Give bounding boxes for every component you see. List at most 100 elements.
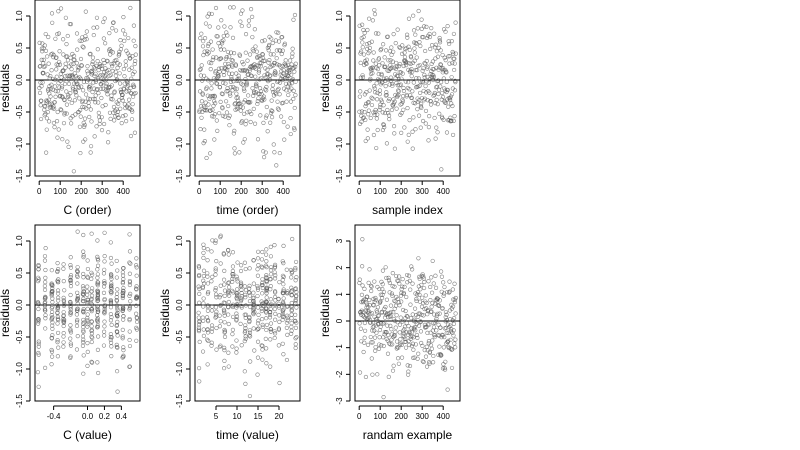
data-point (90, 55, 96, 60)
data-point (235, 105, 240, 110)
data-point (242, 260, 247, 265)
data-point (388, 313, 393, 319)
data-point (81, 139, 86, 144)
x-tick-label: 400 (117, 187, 131, 196)
data-point (61, 266, 66, 271)
data-point (88, 107, 93, 112)
data-point (368, 76, 373, 81)
data-point (375, 112, 380, 117)
data-point (372, 335, 378, 340)
data-point (256, 312, 261, 317)
data-point (46, 97, 51, 102)
data-point (417, 63, 422, 68)
data-point (410, 89, 415, 94)
data-point (394, 106, 399, 111)
data-point (404, 294, 409, 300)
data-point (418, 90, 423, 96)
data-point (85, 324, 90, 329)
data-point (268, 327, 274, 332)
data-point (381, 42, 386, 47)
data-point (65, 73, 70, 78)
data-point (293, 79, 298, 84)
data-point (38, 116, 44, 122)
data-point (375, 305, 380, 310)
data-point (70, 87, 76, 92)
data-point (131, 38, 136, 43)
data-point (104, 77, 109, 82)
data-point (431, 360, 436, 365)
data-point (365, 27, 370, 33)
data-point (61, 52, 66, 57)
data-point (230, 327, 236, 332)
data-point (277, 380, 282, 386)
data-point (81, 45, 86, 50)
data-point (371, 324, 377, 329)
data-point (360, 45, 365, 50)
data-point (406, 132, 411, 138)
data-point (225, 49, 231, 55)
data-point (391, 124, 397, 129)
data-point (406, 16, 412, 21)
data-point (200, 349, 206, 354)
data-point (260, 285, 265, 291)
data-point (260, 357, 265, 362)
data-point (424, 300, 429, 306)
data-point (115, 112, 120, 118)
data-point (201, 245, 206, 251)
data-point (264, 84, 269, 90)
data-point (239, 343, 244, 348)
data-point (211, 55, 216, 60)
data-point (134, 273, 139, 278)
data-point (197, 379, 202, 384)
data-point (53, 77, 58, 82)
data-point (235, 302, 240, 307)
data-point (414, 76, 419, 81)
x-tick-label: 0.2 (99, 412, 111, 421)
data-point (49, 316, 54, 321)
data-point (74, 93, 79, 98)
data-point (89, 69, 94, 74)
data-point (283, 63, 288, 68)
data-point (405, 35, 410, 40)
data-point (385, 34, 390, 39)
data-point (42, 365, 48, 370)
y-tick-label: 0 (335, 318, 344, 323)
data-point (68, 284, 74, 289)
data-point (429, 61, 434, 67)
data-point (277, 280, 282, 285)
data-point (101, 290, 107, 295)
y-tick-label: -1.5 (175, 169, 184, 183)
data-point (116, 115, 121, 120)
data-point (206, 11, 212, 16)
data-point (411, 13, 416, 18)
data-point (59, 86, 64, 91)
data-point (220, 106, 225, 111)
data-point (109, 261, 114, 266)
data-point (386, 332, 391, 338)
data-point (280, 273, 286, 278)
data-point (407, 47, 412, 52)
data-point (81, 249, 86, 254)
x-tick-label: 200 (395, 187, 409, 196)
data-point (373, 31, 379, 36)
data-point (227, 113, 232, 118)
data-point (360, 73, 365, 78)
data-point (260, 277, 265, 282)
data-point (446, 41, 452, 47)
data-point (400, 284, 405, 289)
data-point (77, 96, 82, 101)
data-point (433, 136, 438, 141)
data-point (55, 305, 61, 310)
data-point (269, 302, 274, 307)
data-point (451, 321, 457, 326)
data-point (246, 72, 251, 77)
data-point (197, 67, 202, 73)
data-point (377, 107, 382, 112)
data-point (268, 272, 274, 277)
data-point (244, 118, 249, 123)
data-point (106, 67, 111, 73)
data-point (89, 309, 94, 314)
x-tick-label: 0 (197, 187, 202, 196)
data-point (288, 131, 293, 137)
